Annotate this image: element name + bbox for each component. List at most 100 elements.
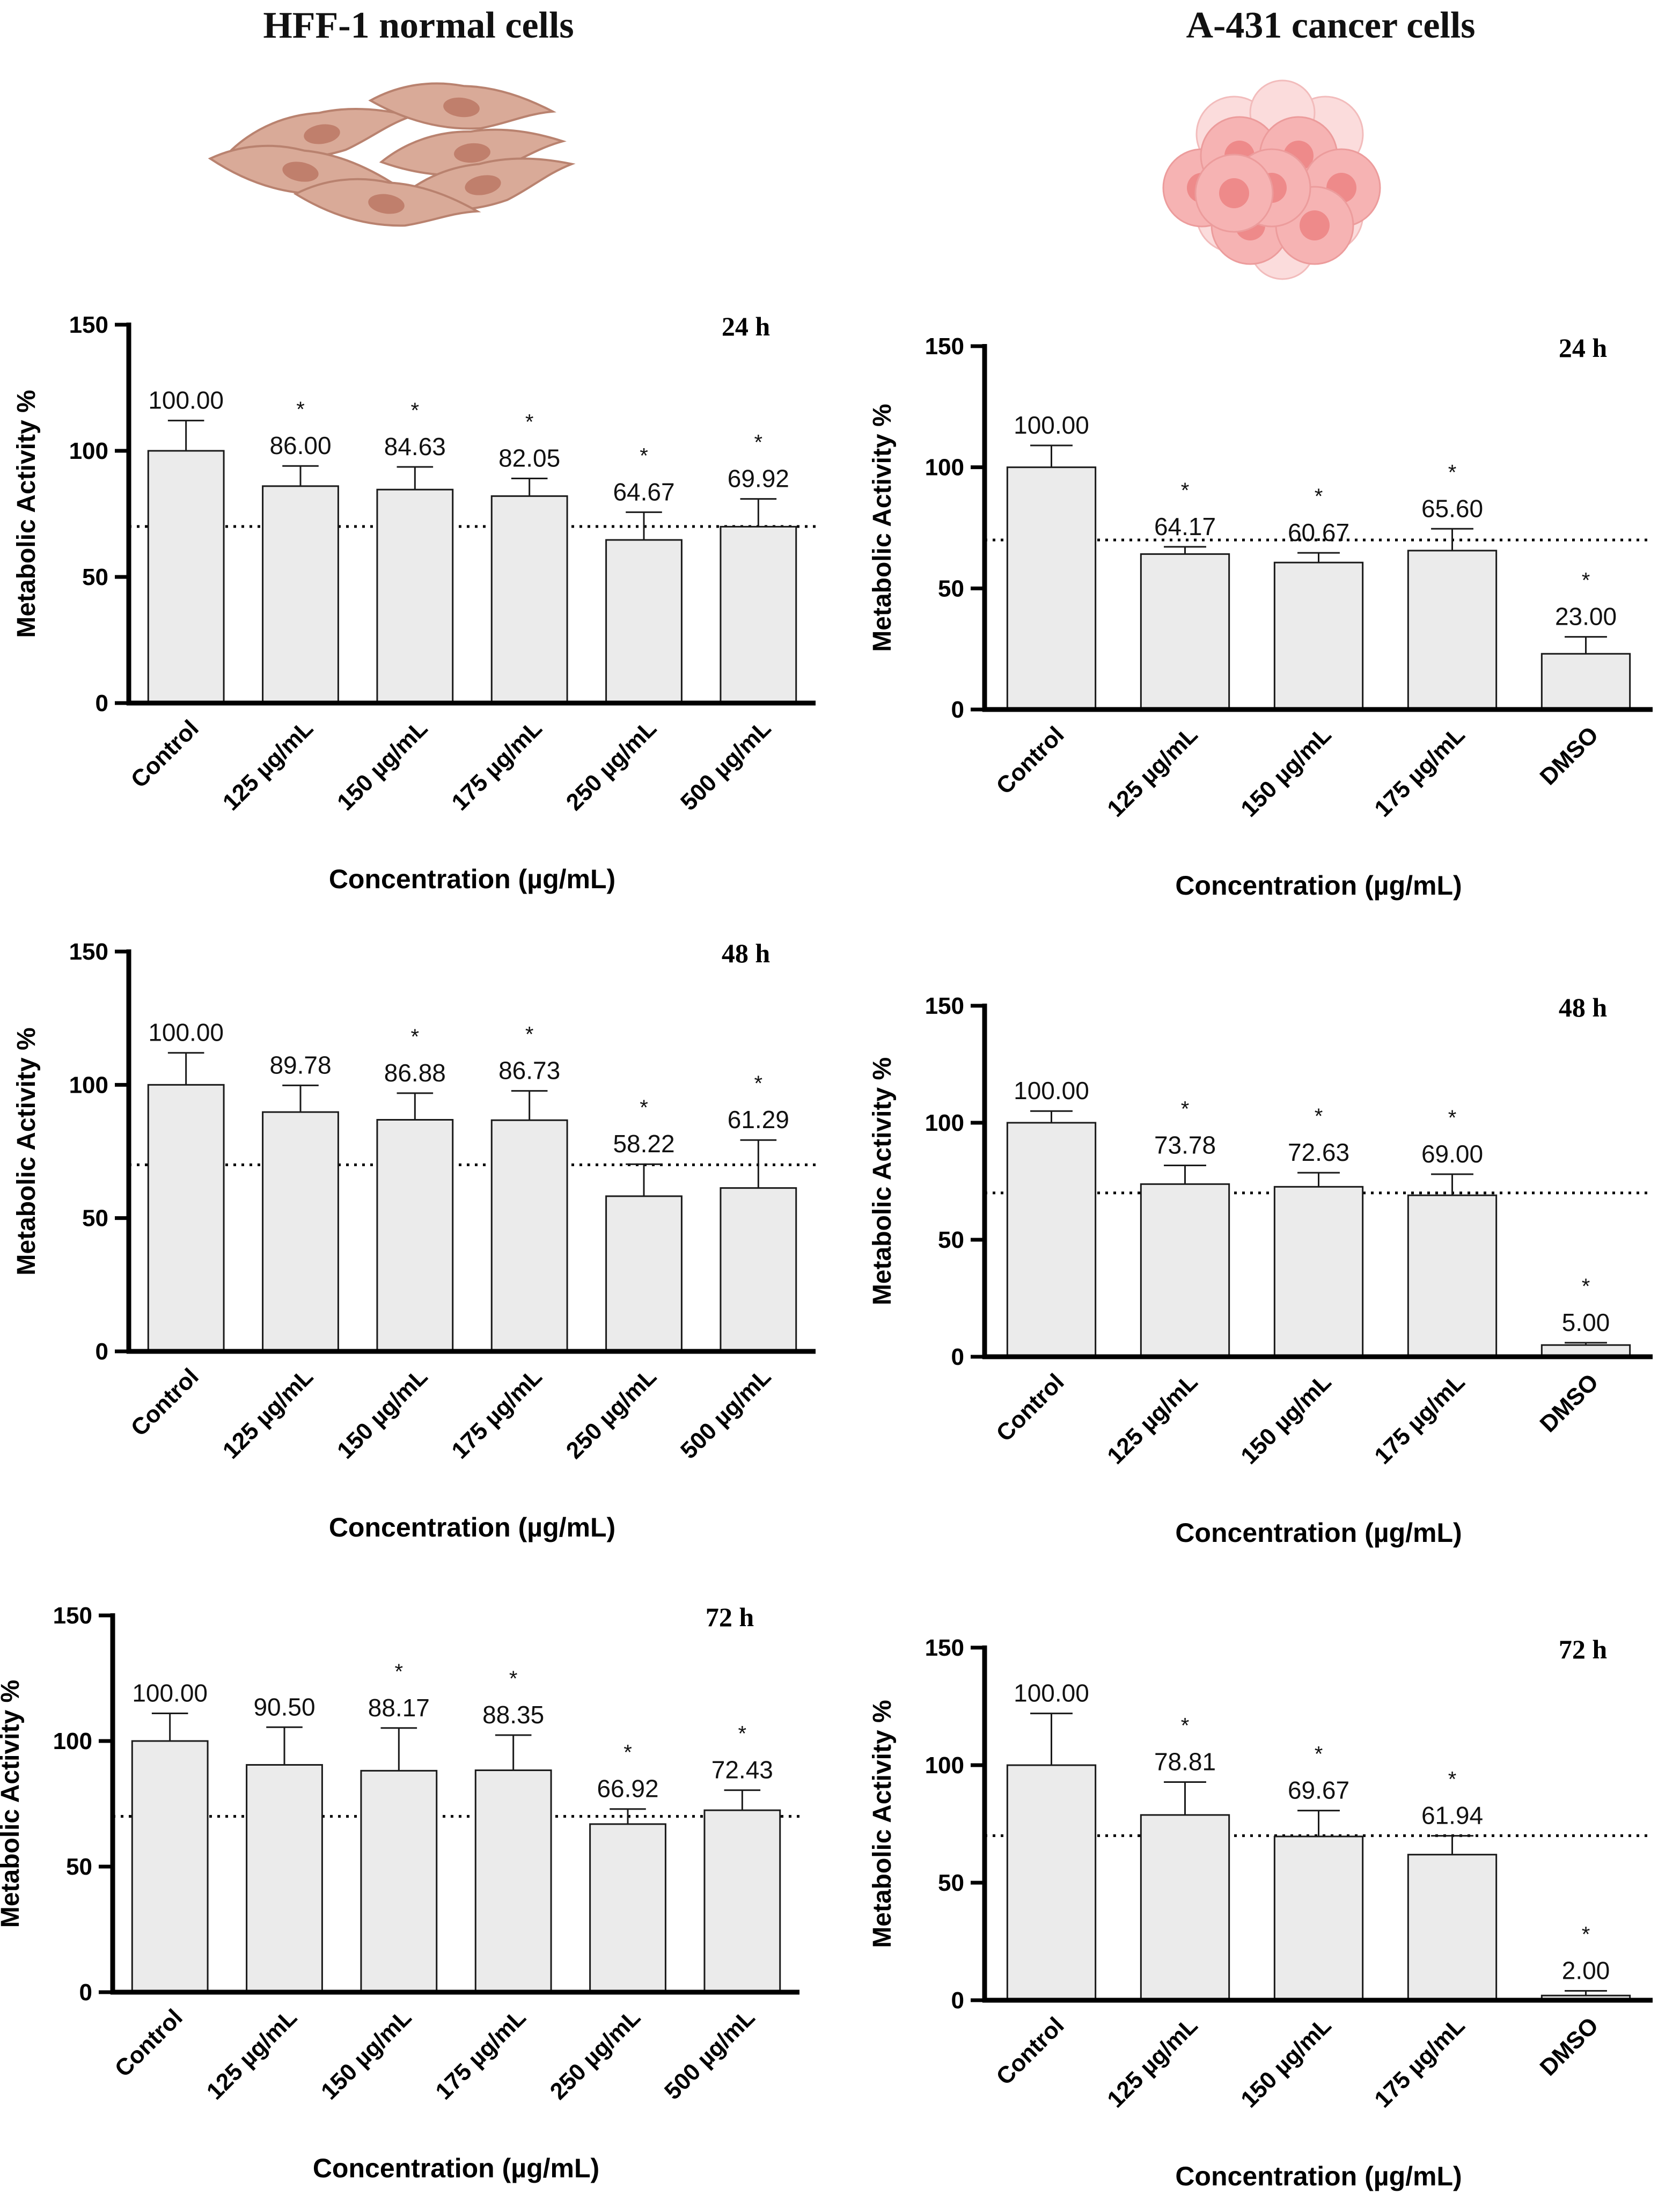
x-tick-label: 150 µg/mL xyxy=(1236,1369,1336,1469)
data-label: 86.73 xyxy=(498,1057,560,1085)
bar xyxy=(703,1809,781,1993)
x-tick-label: 175 µg/mL xyxy=(430,2004,531,2104)
left-column-title: HFF-1 normal cells xyxy=(263,5,574,46)
y-tick-label: 150 xyxy=(69,939,108,965)
data-label: 100.00 xyxy=(132,1679,208,1707)
x-axis-label: Concentration (µg/mL) xyxy=(1175,2161,1462,2191)
bar xyxy=(1140,1183,1230,1358)
bar xyxy=(1006,1764,1097,2001)
data-label: 72.63 xyxy=(1288,1138,1349,1166)
bar xyxy=(147,1084,225,1352)
right-column-title: A-431 cancer cells xyxy=(1186,5,1476,46)
y-tick-label: 0 xyxy=(951,1344,964,1370)
data-label: 73.78 xyxy=(1154,1131,1216,1159)
x-tick-label: Control xyxy=(991,721,1069,799)
y-axis-label: Metabolic Activity % xyxy=(12,1027,41,1275)
data-label: 23.00 xyxy=(1555,603,1617,631)
x-tick-label: 175 µg/mL xyxy=(1369,721,1470,822)
significance-marker: * xyxy=(1448,1106,1457,1130)
x-tick-label: Control xyxy=(991,1369,1069,1446)
data-label: 61.29 xyxy=(728,1106,789,1133)
chart-hff1-72h: 100.00 Control 90.50 125 µg/mL 88.17 * 150 µg/… xyxy=(0,1602,799,2183)
x-tick-label: 125 µg/mL xyxy=(1102,1369,1202,1469)
x-tick-label: 500 µg/mL xyxy=(659,2004,760,2104)
y-tick-label: 100 xyxy=(53,1728,92,1754)
bar xyxy=(1540,653,1631,711)
significance-marker: * xyxy=(1315,485,1323,508)
significance-marker: * xyxy=(509,1667,518,1691)
data-label: 65.60 xyxy=(1421,494,1483,522)
bar xyxy=(262,485,339,704)
cancer-cell-nucleus xyxy=(1219,178,1249,208)
y-axis-label: Metabolic Activity % xyxy=(12,390,41,638)
x-tick-label: 125 µg/mL xyxy=(202,2004,302,2104)
x-tick-label: 175 µg/mL xyxy=(446,715,547,815)
x-tick-label: 500 µg/mL xyxy=(676,715,776,815)
x-tick-label: 250 µg/mL xyxy=(561,1363,662,1464)
bar xyxy=(1006,1122,1097,1358)
data-label: 60.67 xyxy=(1288,518,1349,546)
x-tick-label: 500 µg/mL xyxy=(676,1363,776,1464)
bar xyxy=(1273,561,1364,711)
data-label: 100.00 xyxy=(1014,411,1089,439)
x-tick-label: 125 µg/mL xyxy=(1102,721,1202,822)
fibroblast-nucleus xyxy=(282,162,319,182)
x-axis-label: Concentration (µg/mL) xyxy=(1175,871,1462,901)
fibroblast-cell xyxy=(368,82,556,130)
significance-marker: * xyxy=(1315,1743,1323,1766)
y-axis-label: Metabolic Activity % xyxy=(0,1680,25,1928)
data-label: 5.00 xyxy=(1562,1308,1610,1336)
x-tick-label: 150 µg/mL xyxy=(1236,2012,1336,2112)
x-tick-label: 175 µg/mL xyxy=(1369,1369,1470,1469)
time-point-label: 72 h xyxy=(1559,1634,1608,1664)
bar xyxy=(1407,1854,1498,2001)
bar xyxy=(720,525,797,704)
x-axis-label: Concentration (µg/mL) xyxy=(329,864,615,894)
y-tick-label: 150 xyxy=(69,312,108,338)
y-axis-label: Metabolic Activity % xyxy=(868,1700,897,1948)
bar xyxy=(474,1769,552,1993)
fibroblast-nucleus xyxy=(368,194,405,214)
significance-marker: * xyxy=(525,410,534,434)
significance-marker: * xyxy=(640,444,648,467)
data-label: 90.50 xyxy=(253,1693,315,1721)
time-point-label: 24 h xyxy=(722,311,771,341)
significance-marker: * xyxy=(1181,1714,1190,1737)
data-label: 72.43 xyxy=(711,1756,773,1784)
x-axis-label: Concentration (µg/mL) xyxy=(1175,1518,1462,1548)
data-label: 66.92 xyxy=(597,1775,658,1803)
fibroblast-nucleus xyxy=(304,124,340,144)
bar xyxy=(1273,1835,1364,2001)
y-tick-label: 100 xyxy=(925,455,964,481)
bar xyxy=(360,1769,438,1993)
significance-marker: * xyxy=(754,1072,763,1095)
y-tick-label: 0 xyxy=(951,1987,964,2014)
x-tick-label: 125 µg/mL xyxy=(218,715,318,815)
bar xyxy=(376,488,454,704)
y-tick-label: 150 xyxy=(53,1603,92,1629)
x-tick-label: 150 µg/mL xyxy=(316,2004,416,2104)
x-tick-label: 125 µg/mL xyxy=(218,1363,318,1464)
time-point-label: 24 h xyxy=(1559,333,1608,363)
y-tick-label: 100 xyxy=(925,1110,964,1136)
time-point-label: 48 h xyxy=(1559,992,1608,1022)
y-tick-label: 0 xyxy=(96,1338,108,1365)
x-tick-label: 175 µg/mL xyxy=(1369,2012,1470,2112)
bar xyxy=(1407,1194,1498,1358)
significance-marker: * xyxy=(395,1660,404,1684)
data-label: 100.00 xyxy=(148,386,224,414)
data-label: 88.35 xyxy=(482,1701,544,1729)
data-label: 100.00 xyxy=(1014,1077,1089,1104)
bar xyxy=(490,495,568,704)
significance-marker: * xyxy=(1315,1104,1323,1128)
bar xyxy=(1407,550,1498,711)
significance-marker: * xyxy=(1582,569,1590,593)
normal-cells-illustration xyxy=(208,82,576,227)
bar xyxy=(1006,466,1097,711)
x-tick-label: 150 µg/mL xyxy=(1236,721,1336,822)
significance-marker: * xyxy=(1448,460,1457,484)
significance-marker: * xyxy=(296,398,305,421)
y-tick-label: 50 xyxy=(938,575,964,602)
time-point-label: 72 h xyxy=(706,1602,754,1632)
data-label: 69.67 xyxy=(1288,1776,1349,1804)
